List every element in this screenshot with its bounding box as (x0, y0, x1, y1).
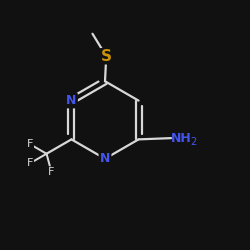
Text: N: N (100, 152, 110, 165)
Text: N: N (66, 94, 77, 107)
Text: F: F (48, 167, 54, 177)
Text: F: F (27, 140, 34, 149)
Text: S: S (101, 49, 112, 64)
Text: F: F (27, 158, 34, 168)
Text: NH: NH (171, 132, 192, 144)
Text: 2: 2 (190, 136, 197, 146)
